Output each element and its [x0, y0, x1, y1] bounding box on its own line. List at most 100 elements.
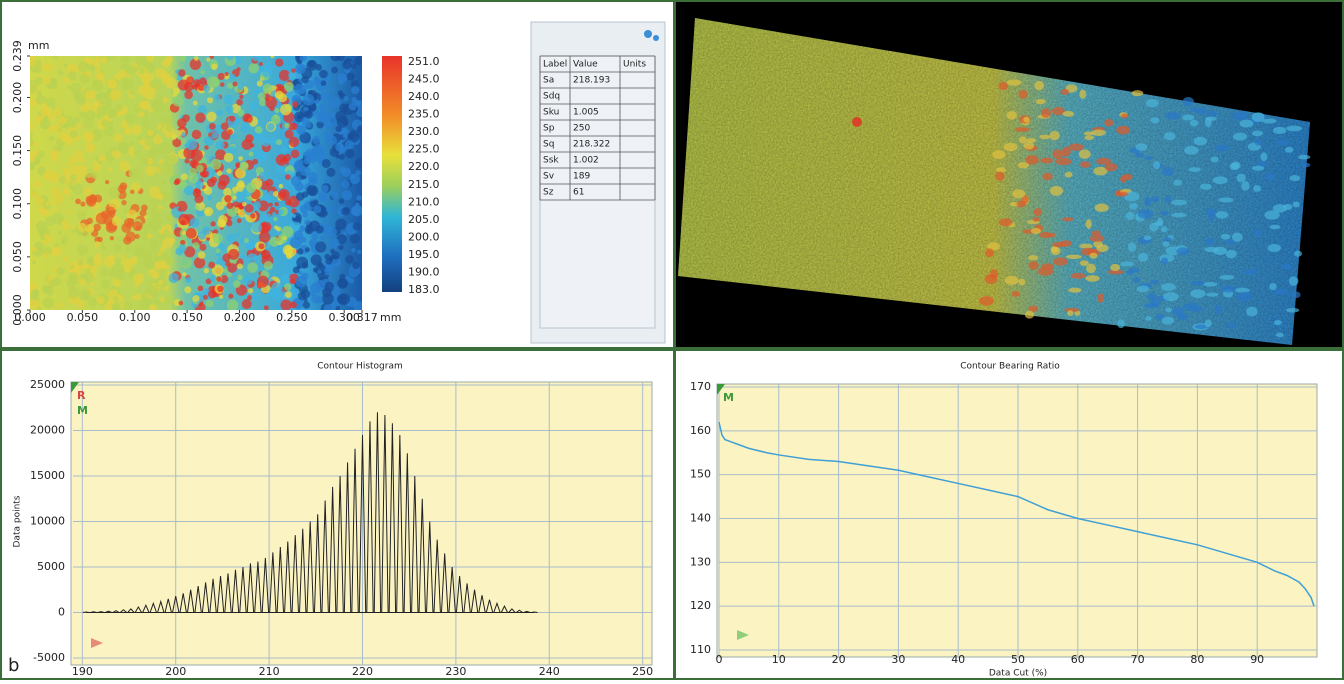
height-map-texture — [119, 69, 127, 77]
height-map-texture — [210, 159, 221, 170]
height-map-texture — [52, 193, 64, 205]
height-map-texture — [291, 278, 296, 283]
height-map-texture — [94, 160, 98, 164]
y-tick-label: 120 — [690, 599, 711, 612]
height-map-texture — [252, 159, 258, 165]
surface-peak — [1062, 217, 1074, 221]
surface-peak — [1138, 253, 1148, 262]
height-map-texture — [242, 299, 252, 309]
height-map-texture — [319, 70, 328, 79]
x-tick-label: 0.050 — [67, 311, 99, 324]
height-map-texture — [148, 262, 152, 266]
height-map-texture — [216, 249, 221, 254]
surface-peak — [1019, 279, 1026, 286]
surface-peak — [1182, 115, 1194, 121]
height-map-texture — [64, 63, 68, 67]
height-map-texture — [135, 294, 142, 301]
height-map-texture — [114, 243, 122, 251]
height-map-texture — [333, 286, 340, 293]
height-map-texture — [204, 268, 209, 273]
height-map-texture — [152, 271, 160, 279]
height-map-texture — [206, 112, 216, 122]
surface-peak — [1144, 235, 1152, 240]
surface-peak — [1190, 108, 1197, 112]
surface-peak — [1068, 143, 1083, 151]
x-tick-label: 90 — [1250, 653, 1264, 666]
table-cell: Sv — [543, 172, 555, 182]
height-map-texture — [267, 123, 275, 131]
surface-peak — [1213, 176, 1228, 184]
surface-peak — [1164, 237, 1172, 242]
y-tick-label: -5000 — [33, 651, 65, 664]
height-map-texture — [247, 295, 252, 300]
height-map-texture — [106, 121, 114, 129]
height-map-texture — [203, 85, 210, 92]
height-map-texture — [326, 135, 337, 146]
height-map-texture — [162, 59, 171, 68]
height-map-texture — [301, 76, 308, 83]
height-map-texture — [216, 140, 225, 149]
height-map-texture — [342, 133, 346, 137]
table-cell: Sz — [543, 188, 554, 198]
height-map-texture — [130, 190, 134, 194]
height-map-texture — [62, 188, 69, 195]
height-map-texture — [279, 184, 284, 189]
height-map-texture — [121, 200, 126, 205]
height-map-texture — [159, 270, 167, 278]
height-map-texture — [295, 276, 307, 288]
surface-peak — [1060, 240, 1072, 247]
height-map-texture — [70, 174, 77, 181]
height-map-texture — [273, 217, 277, 221]
surface-peak — [1173, 180, 1182, 186]
height-map-texture — [278, 189, 290, 201]
surface-peak — [1028, 261, 1038, 270]
surface-peak — [1205, 319, 1212, 327]
x-tick-label: 190 — [72, 665, 93, 678]
height-map-texture — [165, 296, 173, 304]
surface-peak — [1289, 175, 1300, 181]
colorbar-label: 225.0 — [408, 143, 440, 156]
height-map-texture — [83, 118, 95, 130]
table-cell: 218.322 — [573, 140, 610, 150]
height-map-texture — [169, 273, 179, 283]
surface-peak — [985, 248, 994, 257]
height-map-texture — [117, 236, 123, 242]
height-map-texture — [321, 80, 327, 86]
height-map-texture — [43, 297, 55, 309]
height-map-texture — [40, 107, 49, 116]
height-map-texture — [76, 123, 81, 128]
surface-peak — [1285, 147, 1293, 153]
height-map-texture — [53, 209, 57, 213]
height-map-texture — [123, 209, 128, 214]
height-map-texture — [232, 82, 237, 87]
surface-peak — [1200, 183, 1212, 189]
height-map-texture — [75, 198, 81, 204]
height-map-texture — [270, 207, 276, 213]
height-map-texture — [71, 186, 76, 191]
height-map-texture — [229, 74, 235, 80]
surface-peak — [1294, 251, 1302, 257]
height-map-texture — [31, 191, 38, 198]
colorbar-label: 230.0 — [408, 125, 440, 138]
height-map-texture — [32, 260, 36, 264]
height-map-texture — [208, 262, 215, 269]
table-cell: Sp — [543, 124, 555, 134]
height-map-texture — [304, 110, 313, 119]
height-map-texture — [210, 275, 216, 281]
height-map-texture — [237, 275, 243, 281]
height-map-texture — [217, 285, 224, 292]
height-map-texture — [243, 276, 252, 285]
surface-peak — [1274, 320, 1282, 325]
surface-peak — [1269, 283, 1277, 290]
height-map-texture — [112, 303, 120, 311]
colorbar-label: 200.0 — [408, 230, 440, 243]
height-map-texture — [138, 67, 144, 73]
height-map-texture — [158, 280, 163, 285]
height-map-texture — [143, 88, 155, 100]
surface-peak — [1163, 292, 1179, 301]
height-map-texture — [253, 201, 261, 209]
height-map — [24, 51, 365, 315]
height-map-texture — [161, 180, 166, 185]
surface-peak — [1157, 217, 1163, 226]
height-map-texture — [52, 78, 57, 83]
